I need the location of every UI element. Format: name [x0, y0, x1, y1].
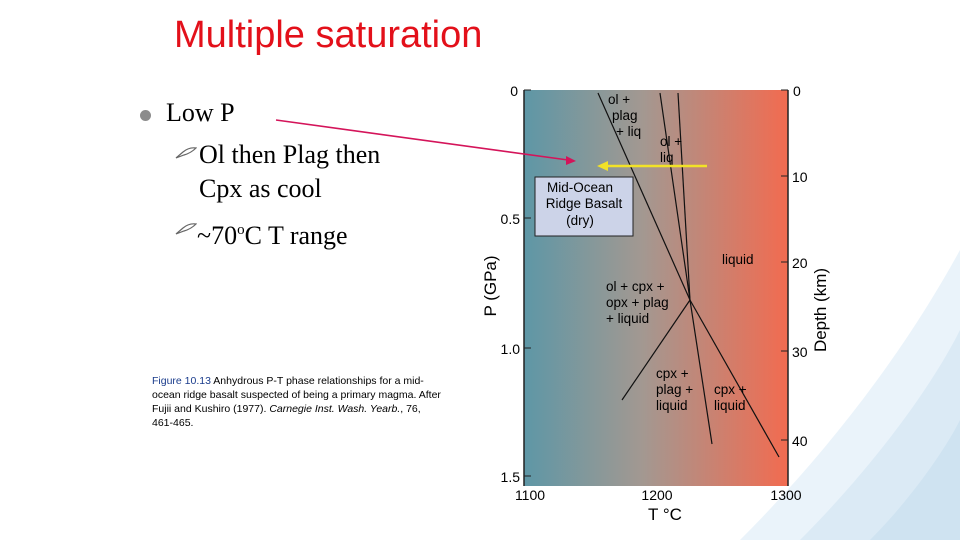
t-range-suffix: C T range [244, 221, 348, 250]
x-tick: 1100 [515, 487, 545, 503]
pink-arrow-line [275, 119, 569, 161]
caption-text: Anhydrous P-T phase relationships for a … [152, 375, 441, 415]
y-tick: 0 [510, 83, 518, 99]
label-cpx-plag: liquid [656, 398, 688, 413]
y-tick: 1.5 [501, 469, 521, 485]
label-cpx-liq: cpx + [714, 382, 747, 397]
depth-tick: 40 [792, 433, 808, 449]
pink-arrowhead [566, 156, 576, 165]
box-line: Ridge Basalt [546, 196, 623, 211]
depth-axis-label: Depth (km) [811, 268, 830, 352]
box-line: Mid-Ocean [547, 180, 613, 195]
x-axis-label: T °C [648, 505, 682, 524]
label-liquid: liquid [722, 252, 754, 267]
y-axis-label: P (GPa) [481, 255, 500, 316]
figure-label: Figure 10.13 [152, 375, 211, 387]
label-ol-plag-liq: plag [612, 108, 638, 123]
y-tick: 0.5 [501, 211, 521, 227]
x-tick: 1200 [641, 487, 672, 503]
t-range-prefix: ~70 [197, 221, 238, 250]
label-ol-cpx: ol + cpx + [606, 279, 665, 294]
mid-ocean-ridge-box [534, 176, 634, 237]
depth-tick: 0 [793, 83, 801, 99]
bullet-ol-plag-line2: Cpx as cool [199, 174, 322, 203]
caption-source-tail: , 76, 461-465. [152, 403, 421, 429]
phase-boundaries [597, 92, 780, 458]
bullet-t-range: ~70oC T range [197, 213, 348, 253]
depth-tick: 20 [792, 255, 808, 271]
label-ol-cpx: opx + plag [606, 295, 669, 310]
label-cpx-plag: cpx + [656, 366, 689, 381]
degree-superscript: o [237, 222, 245, 238]
plot-area [524, 90, 788, 486]
phase-field-labels: ol + plag + liq ol + liq liquid ol + cpx… [606, 92, 754, 413]
caption-source: Carnegie Inst. Wash. Yearb. [269, 403, 401, 415]
quill-bullet-icon [175, 147, 197, 159]
bullet-dot [140, 110, 151, 121]
yellow-arrowhead [597, 161, 608, 171]
bullet-low-p: Low P [166, 98, 235, 127]
depth-tick: 30 [792, 344, 808, 360]
label-ol-plag-liq: ol + [608, 92, 630, 107]
label-cpx-plag: plag + [656, 382, 693, 397]
label-ol-plag-liq: + liq [616, 124, 641, 139]
label-cpx-liq: liquid [714, 398, 746, 413]
figure-caption: Figure 10.13 Anhydrous P-T phase relatio… [152, 374, 442, 430]
bullet-ol-plag-line1: Ol then Plag then [199, 140, 381, 169]
y-tick: 1.0 [501, 341, 521, 357]
box-line: (dry) [566, 213, 594, 228]
label-ol-liq: liq [660, 150, 674, 165]
depth-tick: 10 [792, 169, 808, 185]
slide-title: Multiple saturation [174, 14, 483, 56]
quill-bullet-icon [175, 223, 197, 235]
label-ol-liq: ol + [660, 134, 682, 149]
label-ol-cpx: + liquid [606, 311, 649, 326]
x-tick: 1300 [770, 487, 801, 503]
